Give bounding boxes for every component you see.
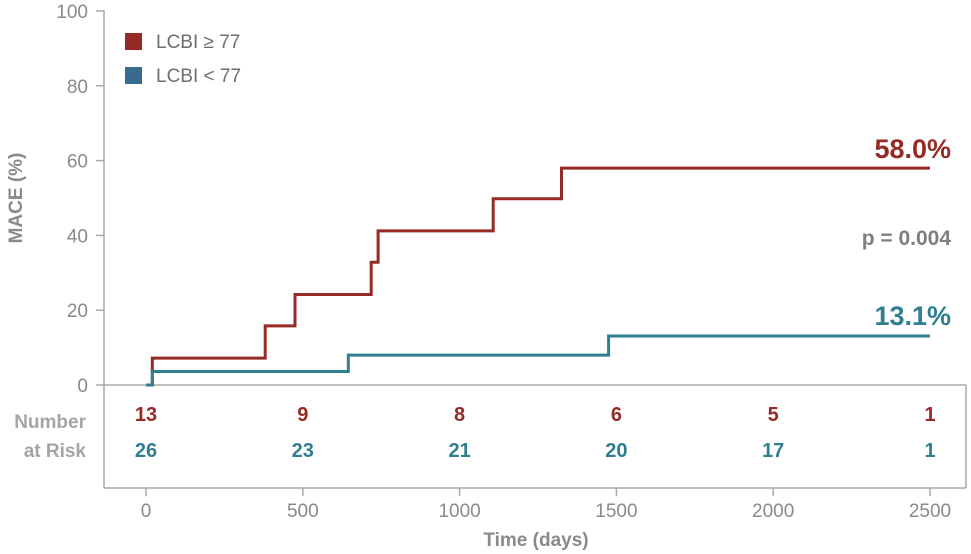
risk-value-low: 1: [924, 440, 935, 462]
y-tick-label: 20: [67, 301, 88, 322]
x-tick-label: 1000: [438, 501, 480, 522]
y-tick-label: 40: [67, 226, 88, 247]
legend-swatch-low: [125, 67, 142, 84]
x-axis-title: Time (days): [483, 530, 588, 551]
risk-value-high: 13: [135, 404, 157, 426]
y-ticks: 0 20 40 60 80 100: [56, 2, 104, 397]
legend-swatch-high: [125, 33, 142, 50]
y-tick-label: 60: [67, 152, 88, 173]
x-tick-label: 500: [287, 501, 319, 522]
x-tick-label: 2000: [752, 501, 794, 522]
risk-value-high: 5: [768, 404, 779, 426]
y-tick-label: 100: [56, 2, 88, 23]
legend-label-low: LCBI < 77: [156, 66, 241, 87]
x-tick-label: 2500: [909, 501, 951, 522]
y-tick-label: 0: [77, 376, 88, 397]
y-axis-title: MACE (%): [6, 153, 27, 244]
series-line-low: [146, 334, 930, 387]
y-tick-label: 80: [67, 77, 88, 98]
risk-value-high: 9: [297, 404, 308, 426]
risk-value-low: 17: [762, 440, 784, 462]
annotation-low-final: 13.1%: [874, 301, 951, 331]
series-line-high: [146, 166, 930, 387]
x-ticks: 0 500 1000 1500 2000 2500: [141, 488, 951, 522]
risk-table: 13 26 9 23 8 21 6 20 5 17 1 1: [135, 404, 936, 462]
risk-value-low: 26: [135, 440, 157, 462]
annotation-pvalue: p = 0.004: [862, 227, 952, 250]
x-tick-label: 1500: [595, 501, 637, 522]
risk-value-low: 20: [605, 440, 627, 462]
risk-value-low: 21: [448, 440, 470, 462]
risk-value-low: 23: [292, 440, 314, 462]
x-tick-label: 0: [141, 501, 152, 522]
risk-value-high: 1: [924, 404, 935, 426]
risk-label-line2: at Risk: [24, 441, 87, 462]
annotation-high-final: 58.0%: [874, 134, 951, 164]
legend: LCBI ≥ 77 LCBI < 77: [125, 32, 241, 87]
series-group: [146, 166, 930, 387]
risk-label-line1: Number: [14, 412, 86, 433]
legend-label-high: LCBI ≥ 77: [156, 32, 240, 53]
risk-value-high: 8: [454, 404, 465, 426]
risk-value-high: 6: [611, 404, 622, 426]
